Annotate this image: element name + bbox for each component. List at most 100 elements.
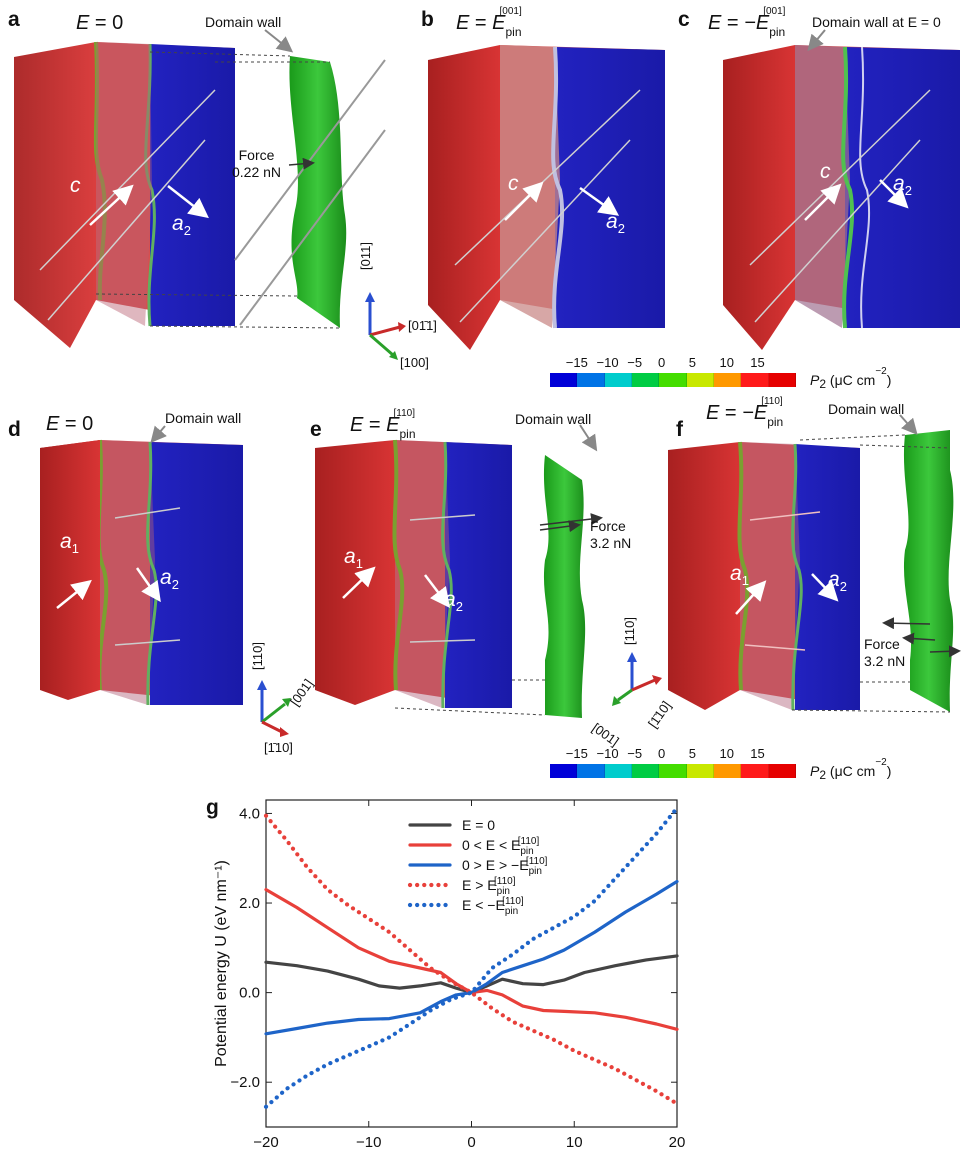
series-line [264, 879, 679, 1036]
y-tick-label: 4.0 [239, 805, 260, 822]
legend-label: E = 0 [462, 817, 495, 833]
panel-f-wall [791, 430, 961, 713]
panel-e-vec-a1: a1 [344, 545, 363, 572]
x-tick-label: 20 [669, 1134, 686, 1151]
panel-c-vec-c: c [820, 160, 831, 183]
colorbar-top [550, 373, 796, 387]
panel-label-b: b [421, 8, 434, 31]
colorbar-swatch [550, 373, 578, 387]
axes-triad-lower-left [257, 680, 291, 737]
colorbar-tick: 5 [688, 355, 696, 370]
colorbar-swatch [604, 373, 632, 387]
colorbar-swatch [631, 764, 660, 778]
panel-e-wall [394, 455, 603, 718]
panel-e-title: E = Epin[110] [350, 408, 416, 441]
series-line [264, 888, 679, 1031]
panel-a-vec-c: c [70, 174, 81, 197]
legend-label: 0 < E < Epin[110] [462, 836, 539, 857]
colorbar-tick: 0 [658, 746, 666, 761]
colorbar-swatch [741, 764, 769, 778]
colorbar-tick: 10 [719, 746, 734, 761]
panel-label-c: c [678, 8, 690, 31]
colorbar-swatch [713, 764, 742, 778]
axes-triad-lower-right [612, 652, 662, 706]
panel-c-title: E = −Epin[001] [708, 6, 786, 39]
panel-c-box [723, 45, 960, 350]
x-tick-label: −20 [253, 1134, 278, 1151]
colorbar-swatch [768, 764, 796, 778]
colorbar-swatch [604, 764, 632, 778]
panel-b-box [428, 45, 665, 350]
colorbar-tick: −15 [565, 746, 588, 761]
panel-f-wall-label: Domain wall [828, 401, 905, 417]
panel-a-field: E [76, 12, 90, 34]
legend-label: E > Epin[110] [462, 876, 516, 897]
panel-d-title: E = 0 [46, 413, 94, 435]
panel-a-box [14, 41, 235, 348]
panel-f-vec-a1: a1 [730, 562, 749, 589]
panel-label-a: a [8, 8, 20, 31]
panel-b-vec-a2: a2 [606, 210, 625, 237]
colorbar-swatch [577, 764, 605, 778]
panel-f-force: Force 3.2 nN [864, 636, 906, 669]
y-tick-label: 0.0 [239, 985, 260, 1002]
panel-a-title: E = 0 [76, 12, 123, 35]
panel-a-force: Force 0.22 nN [232, 147, 281, 181]
axis-ll-y: [1̄10] [264, 740, 293, 755]
panel-e-vec-a2: a2 [444, 588, 463, 615]
colorbar-tick: 10 [719, 355, 734, 370]
y-axis-label: Potential energy U (eV nm⁻¹) [213, 860, 230, 1067]
panel-c-vec-a2: a2 [893, 172, 912, 199]
series-line [263, 813, 680, 1106]
panel-a-force-label: Force [238, 147, 275, 163]
panel-a-wall-label: Domain wall [205, 14, 282, 30]
colorbar-tick: 15 [750, 746, 765, 761]
y-tick-label: −2.0 [230, 1074, 260, 1091]
colorbar-swatch [550, 764, 578, 778]
colorbar-tick: −10 [596, 355, 619, 370]
panel-f-title: E = −Epin[110] [706, 396, 784, 429]
panel-label-g: g [206, 796, 219, 819]
panel-f-vec-a2: a2 [828, 568, 847, 595]
legend-label: 0 > E > −Epin[110] [462, 856, 548, 877]
axis-top-y: [100] [400, 355, 429, 370]
panel-e-box [315, 439, 512, 709]
colorbar-tick: 15 [750, 355, 765, 370]
panel-b-title: E = Epin[001] [456, 6, 522, 39]
series-line [263, 806, 680, 1109]
series-line [264, 954, 679, 995]
panels-illustration [14, 29, 961, 737]
colorbar-tick: −5 [627, 355, 643, 370]
panel-a-eq: = [94, 12, 107, 34]
y-tick-label: 2.0 [239, 895, 260, 912]
colorbar-swatch [659, 764, 687, 778]
colorbar-swatch [659, 373, 687, 387]
panel-d-vec-a1: a1 [60, 530, 79, 557]
panel-d-box [40, 439, 243, 706]
colorbar-bottom-title: P2 (μC cm−2) [810, 757, 892, 782]
panel-a-wall [95, 51, 386, 329]
legend-label: E < −Epin[110] [462, 896, 524, 917]
panel-label-d: d [8, 418, 21, 441]
colorbar-bottom-ticks: −15 −10 −5 0 5 10 15 [565, 746, 825, 762]
colorbar-tick: 0 [658, 355, 666, 370]
axis-top-x: [01̄1] [408, 318, 437, 333]
panel-label-e: e [310, 418, 322, 441]
colorbar-bottom [550, 764, 796, 778]
axes-triad-top [365, 292, 406, 360]
colorbar-swatch [577, 373, 605, 387]
panel-f-box [668, 441, 860, 711]
colorbar-swatch [741, 373, 769, 387]
panel-c-wall-label: Domain wall at E = 0 [812, 14, 941, 30]
colorbar-swatch [686, 764, 714, 778]
colorbar-swatch [713, 373, 742, 387]
panel-d-wall-label: Domain wall [165, 410, 242, 426]
colorbar-tick: −5 [627, 746, 643, 761]
colorbar-tick: 5 [688, 746, 696, 761]
panel-e-force: Force 3.2 nN [590, 518, 632, 551]
colorbar-swatch [686, 373, 714, 387]
panel-e-wall-label: Domain wall [515, 411, 592, 427]
x-tick-label: 10 [566, 1134, 583, 1151]
panel-label-f: f [676, 418, 683, 441]
